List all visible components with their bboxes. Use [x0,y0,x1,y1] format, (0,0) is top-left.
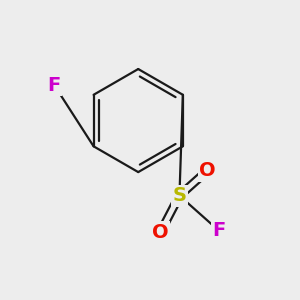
Text: O: O [152,223,169,242]
Text: O: O [199,161,216,180]
Text: F: F [213,221,226,241]
Text: S: S [172,186,186,205]
Text: F: F [48,76,61,95]
